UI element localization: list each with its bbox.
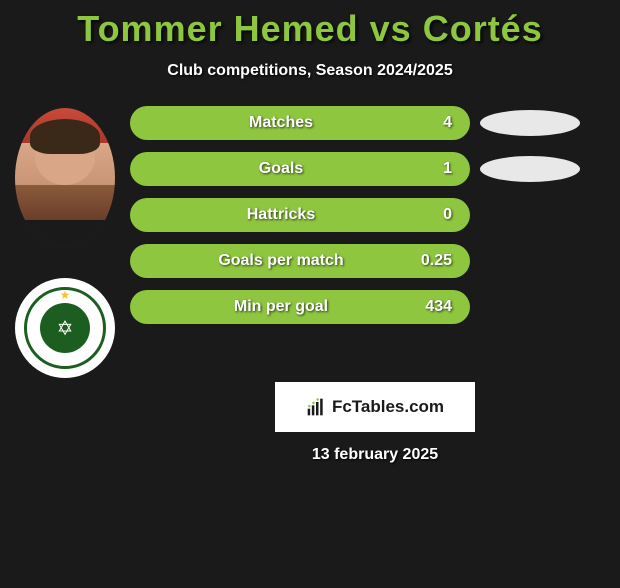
stat-ellipse [480,156,580,182]
stats-column: Matches 4 Goals 1 Hattricks 0 [130,104,620,464]
stat-value: 0.25 [414,252,452,270]
chart-icon [306,397,326,417]
stat-label: Hattricks [148,206,414,224]
avatar-column: ★ ✡ [0,104,130,464]
stat-pill: Matches 4 [130,106,470,140]
page-title: Tommer Hemed vs Cortés [0,8,620,50]
stat-pill: Hattricks 0 [130,198,470,232]
stat-row: Goals 1 [130,152,620,186]
player-face-graphic [15,108,115,248]
stat-value: 4 [414,114,452,132]
stat-label: Min per goal [148,298,414,316]
content-area: ★ ✡ Matches 4 Goals 1 [0,104,620,464]
stat-ellipse [480,110,580,136]
stat-value: 1 [414,160,452,178]
stat-row: Hattricks 0 [130,198,620,232]
stat-value: 0 [414,206,452,224]
player-avatar [15,108,115,248]
brand-box: FcTables.com [275,382,475,432]
club-emblem-icon: ✡ [57,316,74,341]
date-text: 13 february 2025 [130,446,620,464]
infographic-container: Tommer Hemed vs Cortés Club competitions… [0,8,620,464]
stat-row: Matches 4 [130,106,620,140]
stat-row: Min per goal 434 [130,290,620,324]
club-badge-ring: ★ ✡ [24,287,106,369]
brand-text: FcTables.com [332,397,444,417]
stat-value: 434 [414,298,452,316]
stat-label: Goals [148,160,414,178]
stat-label: Goals per match [148,252,414,270]
club-badge: ★ ✡ [15,278,115,378]
star-icon: ★ [60,288,71,302]
stat-pill: Goals 1 [130,152,470,186]
club-badge-center: ✡ [40,303,90,353]
subtitle: Club competitions, Season 2024/2025 [0,62,620,80]
stat-label: Matches [148,114,414,132]
stat-pill: Min per goal 434 [130,290,470,324]
stat-pill: Goals per match 0.25 [130,244,470,278]
stat-row: Goals per match 0.25 [130,244,620,278]
